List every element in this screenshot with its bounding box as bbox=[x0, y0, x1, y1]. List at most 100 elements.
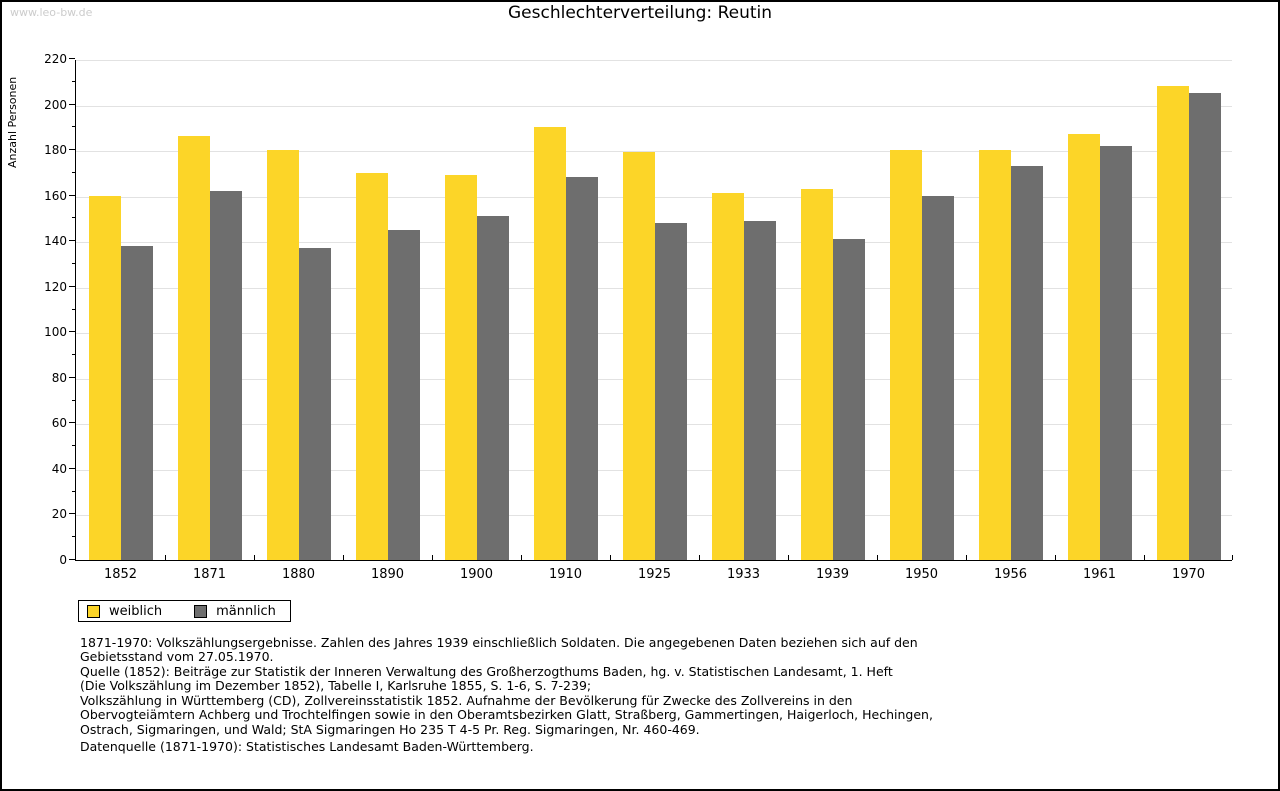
x-tick-label-1890: 1890 bbox=[370, 567, 405, 582]
y-axis-tick bbox=[69, 467, 75, 469]
bar-weiblich-1900 bbox=[445, 175, 477, 560]
y-tick-label: 120 bbox=[44, 279, 67, 294]
y-axis-tick bbox=[72, 217, 75, 219]
x-tick-label-1910: 1910 bbox=[548, 567, 583, 582]
x-tick-label-1880: 1880 bbox=[281, 567, 316, 582]
x-axis-tick bbox=[1055, 555, 1056, 560]
x-tick-label-1933: 1933 bbox=[726, 567, 761, 582]
legend-label-weiblich: weiblich bbox=[109, 603, 163, 619]
x-axis-tick bbox=[343, 555, 344, 560]
bar-männlich-1933 bbox=[744, 221, 776, 560]
y-axis-tick bbox=[72, 536, 75, 538]
bar-männlich-1970 bbox=[1189, 93, 1221, 560]
chart-title: Geschlechterverteilung: Reutin bbox=[507, 3, 773, 23]
source-footnote: 1871-1970: Volkszählungsergebnisse. Zahl… bbox=[80, 635, 933, 737]
legend: weiblich männlich bbox=[78, 600, 291, 622]
legend-item-weiblich: weiblich bbox=[87, 604, 162, 619]
x-axis-tick bbox=[432, 555, 433, 560]
gridline-200 bbox=[76, 105, 1232, 107]
y-axis-tick bbox=[69, 103, 75, 105]
x-tick-label-1871: 1871 bbox=[192, 567, 227, 582]
bar-männlich-1852 bbox=[121, 246, 153, 560]
x-tick-label-1956: 1956 bbox=[993, 567, 1028, 582]
y-tick-label: 180 bbox=[44, 143, 67, 158]
gridline-180 bbox=[76, 151, 1232, 153]
y-tick-label: 40 bbox=[51, 461, 67, 476]
y-tick-label: 80 bbox=[51, 370, 67, 385]
y-axis-tick bbox=[72, 171, 75, 173]
y-axis-tick bbox=[69, 513, 75, 515]
y-axis-tick bbox=[72, 354, 75, 356]
bar-männlich-1950 bbox=[922, 196, 954, 560]
y-axis-tick bbox=[69, 58, 75, 59]
bar-männlich-1910 bbox=[566, 177, 598, 560]
x-axis-tick bbox=[788, 555, 789, 560]
y-axis-tick bbox=[72, 490, 75, 492]
x-axis-tick bbox=[610, 555, 611, 560]
datasource-footnote: Datenquelle (1871-1970): Statistisches L… bbox=[80, 739, 534, 754]
y-tick-label: 160 bbox=[44, 188, 67, 203]
bar-männlich-1961 bbox=[1100, 146, 1132, 560]
y-axis-tick bbox=[69, 194, 75, 196]
x-axis-tick bbox=[1144, 555, 1145, 560]
x-axis-tick bbox=[877, 555, 878, 560]
x-axis-tick bbox=[521, 555, 522, 560]
site-watermark: www.leo-bw.de bbox=[10, 6, 93, 19]
y-axis-tick bbox=[69, 376, 75, 378]
x-axis-tick bbox=[165, 555, 166, 560]
y-axis-tick bbox=[72, 80, 75, 82]
x-tick-label-1939: 1939 bbox=[815, 567, 850, 582]
bar-männlich-1939 bbox=[833, 239, 865, 560]
y-axis-tick bbox=[72, 445, 75, 447]
legend-swatch-männlich bbox=[194, 604, 208, 618]
bar-weiblich-1910 bbox=[534, 127, 566, 560]
bar-weiblich-1880 bbox=[267, 150, 299, 560]
y-axis-tick bbox=[72, 262, 75, 264]
y-tick-label: 60 bbox=[51, 416, 67, 431]
x-axis-tick bbox=[254, 555, 255, 560]
bar-weiblich-1871 bbox=[178, 136, 210, 560]
y-tick-label: 0 bbox=[59, 553, 67, 567]
bar-weiblich-1933 bbox=[712, 193, 744, 560]
bar-männlich-1956 bbox=[1011, 166, 1043, 560]
y-axis-title: Anzahl Personen bbox=[6, 76, 19, 168]
y-axis-tick bbox=[69, 331, 75, 333]
y-tick-label: 200 bbox=[44, 97, 67, 112]
y-axis-tick bbox=[69, 149, 75, 151]
y-axis-tick bbox=[69, 422, 75, 424]
x-axis-tick bbox=[699, 555, 700, 560]
y-axis-tick bbox=[72, 126, 75, 128]
x-tick-label-1900: 1900 bbox=[459, 567, 494, 582]
y-tick-label: 220 bbox=[44, 52, 67, 66]
x-tick-label-1852: 1852 bbox=[103, 567, 138, 582]
x-tick-label-1925: 1925 bbox=[637, 567, 672, 582]
legend-item-männlich: männlich bbox=[194, 604, 276, 619]
x-axis-tick bbox=[1232, 555, 1233, 560]
bar-männlich-1900 bbox=[477, 216, 509, 560]
y-tick-label: 140 bbox=[44, 234, 67, 249]
legend-swatch-weiblich bbox=[87, 604, 100, 618]
x-tick-label-1961: 1961 bbox=[1082, 567, 1117, 582]
gridline-220 bbox=[76, 60, 1232, 61]
y-tick-label: 100 bbox=[44, 325, 67, 340]
bar-männlich-1871 bbox=[210, 191, 242, 560]
bar-weiblich-1961 bbox=[1068, 134, 1100, 560]
plot-area: 0 20 40 60 80 100 120 140 160 180 200 220 1852 1871 18… bbox=[44, 52, 1233, 582]
bar-weiblich-1970 bbox=[1157, 86, 1189, 560]
bar-weiblich-1956 bbox=[979, 150, 1011, 560]
x-tick-label-1970: 1970 bbox=[1171, 567, 1206, 582]
y-axis-tick bbox=[69, 240, 75, 242]
bar-männlich-1890 bbox=[388, 230, 420, 560]
y-axis-tick bbox=[69, 285, 75, 287]
y-axis-tick bbox=[72, 308, 75, 310]
y-axis-tick bbox=[69, 559, 75, 560]
bar-männlich-1925 bbox=[655, 223, 687, 560]
bar-weiblich-1890 bbox=[356, 173, 388, 560]
bar-weiblich-1939 bbox=[801, 189, 833, 560]
y-tick-label: 20 bbox=[51, 507, 67, 522]
bar-weiblich-1950 bbox=[890, 150, 922, 560]
y-axis-tick bbox=[72, 399, 75, 401]
bar-weiblich-1852 bbox=[89, 196, 121, 560]
x-axis-tick bbox=[966, 555, 967, 560]
x-tick-label-1950: 1950 bbox=[904, 567, 939, 582]
